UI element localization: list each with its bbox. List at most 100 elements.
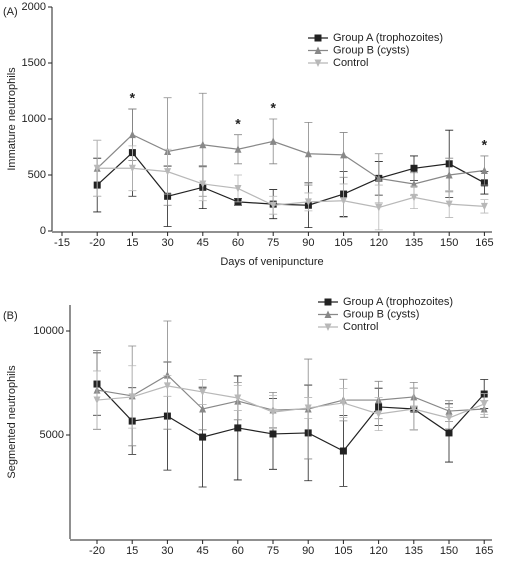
x-axis-label: Days of venipuncture — [220, 256, 323, 268]
series-line — [96, 383, 485, 452]
marker — [314, 34, 322, 42]
marker — [93, 396, 101, 405]
y-tick-label: 2000 — [22, 1, 46, 13]
x-tick-label: 45 — [196, 545, 208, 557]
marker — [164, 168, 172, 176]
x-tick-label: 60 — [232, 545, 244, 557]
x-tick-label: 15 — [126, 545, 138, 557]
marker — [199, 180, 207, 188]
marker — [163, 371, 171, 379]
marker — [445, 429, 453, 437]
y-tick-label: 500 — [28, 169, 46, 181]
y-axis-label: Segmented neutrophils — [6, 365, 18, 479]
x-tick-label: 150 — [440, 237, 458, 249]
marker — [304, 404, 312, 412]
legend-label: Control — [343, 321, 378, 333]
marker — [199, 140, 207, 149]
marker — [324, 298, 332, 306]
x-tick-label: 165 — [475, 545, 493, 557]
marker — [410, 193, 418, 202]
x-tick-label: 90 — [302, 237, 314, 249]
marker — [375, 410, 383, 418]
annotation: * — [235, 115, 241, 131]
marker — [199, 388, 207, 396]
legend-label: Group B (cysts) — [333, 44, 409, 56]
x-tick-label: 105 — [334, 545, 352, 557]
series-line — [96, 385, 485, 419]
marker — [269, 201, 277, 210]
marker — [269, 408, 277, 417]
x-tick-label: 135 — [405, 545, 423, 557]
marker — [410, 164, 418, 172]
marker — [128, 393, 136, 401]
marker — [314, 46, 322, 54]
y-tick-label: 5000 — [40, 429, 64, 441]
x-tick-label: 135 — [405, 237, 423, 249]
legend-label: Control — [333, 57, 368, 69]
legend-label: Group B (cysts) — [343, 308, 419, 320]
y-tick-label: 10000 — [33, 325, 64, 337]
annotation: * — [130, 90, 136, 106]
marker — [340, 150, 348, 159]
x-tick-label: 60 — [232, 237, 244, 249]
x-tick-label: 105 — [334, 237, 352, 249]
x-tick-label: 45 — [197, 237, 209, 249]
x-tick-label: 150 — [440, 545, 458, 557]
marker — [445, 171, 453, 179]
x-tick-label: 30 — [161, 237, 173, 249]
x-tick-label: -15 — [54, 237, 70, 249]
marker — [410, 405, 418, 413]
series-line — [96, 374, 485, 412]
marker — [339, 399, 347, 407]
marker — [410, 179, 418, 188]
marker — [324, 310, 332, 318]
y-tick-label: 1000 — [22, 113, 46, 125]
marker — [163, 382, 171, 390]
series-line — [97, 167, 485, 209]
series-line — [96, 151, 485, 206]
marker — [93, 164, 101, 173]
annotation: * — [482, 137, 488, 153]
panel-label: (A) — [3, 6, 18, 18]
marker — [269, 137, 277, 145]
marker — [199, 405, 207, 413]
annotation: * — [270, 100, 276, 116]
marker — [480, 166, 488, 175]
marker — [304, 149, 312, 158]
marker — [199, 433, 207, 441]
panel-label: (B) — [3, 310, 18, 322]
marker — [339, 447, 347, 455]
marker — [480, 400, 488, 409]
x-tick-label: 165 — [475, 237, 493, 249]
marker — [314, 59, 322, 67]
marker — [340, 197, 348, 205]
x-tick-label: -20 — [89, 545, 105, 557]
marker — [480, 202, 488, 211]
marker — [445, 414, 453, 422]
x-tick-label: 90 — [302, 545, 314, 557]
y-tick-label: 0 — [40, 225, 46, 237]
y-axis-label: Immature neutrophils — [6, 67, 18, 171]
marker — [234, 394, 242, 402]
x-tick-label: 120 — [369, 545, 387, 557]
marker — [234, 145, 242, 153]
marker — [375, 174, 383, 182]
x-tick-label: 30 — [161, 545, 173, 557]
series-line — [96, 133, 485, 185]
x-tick-label: 120 — [370, 237, 388, 249]
marker — [324, 323, 332, 331]
x-tick-label: 75 — [267, 237, 279, 249]
marker — [269, 430, 277, 438]
marker — [234, 424, 242, 432]
marker — [375, 203, 383, 212]
marker — [128, 164, 136, 173]
y-tick-label: 1500 — [22, 57, 46, 69]
marker — [234, 184, 242, 193]
marker — [304, 198, 312, 206]
x-tick-label: 15 — [126, 237, 138, 249]
legend-label: Group A (trophozoites) — [343, 296, 453, 308]
legend-label: Group A (trophozoites) — [333, 32, 443, 44]
x-tick-label: -20 — [89, 237, 105, 249]
marker — [128, 130, 136, 139]
